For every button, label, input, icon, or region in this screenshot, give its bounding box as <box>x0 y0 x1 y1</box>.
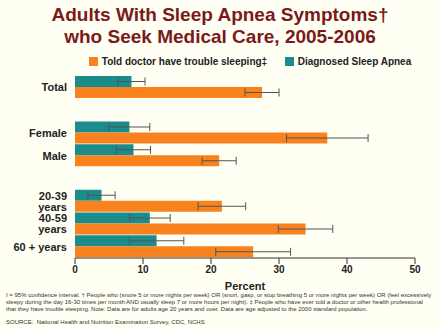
svg-text:0: 0 <box>72 264 78 275</box>
svg-text:30: 30 <box>273 264 285 275</box>
svg-text:40-59years: 40-59years <box>38 212 67 235</box>
svg-text:20-39years: 20-39years <box>38 190 67 213</box>
html-text:Diagnosed Sleep Apnea: Diagnosed Sleep Apnea <box>297 56 412 67</box>
svg-text:60 + years: 60 + years <box>13 241 67 253</box>
html-text:Told doctor have trouble sleep: Told doctor have trouble sleeping‡ <box>101 56 268 67</box>
html-text:SOURCE: National Health and Nu: SOURCE: National Health and Nutrition Ex… <box>6 319 205 325</box>
html-text:Adults With Sleep Apnea Sympto: Adults With Sleep Apnea Symptoms† who Se… <box>51 4 389 47</box>
svg-text:50: 50 <box>409 264 421 275</box>
html-text:I = 95% confidence interval. †: I = 95% confidence interval. † People wh… <box>6 292 432 312</box>
svg-text:Percent: Percent <box>225 280 266 290</box>
svg-text:Female: Female <box>29 127 67 139</box>
svg-text:Male: Male <box>43 150 67 162</box>
svg-text:10: 10 <box>137 264 149 275</box>
svg-text:40: 40 <box>341 264 353 275</box>
svg-text:Total: Total <box>42 81 67 93</box>
svg-text:20: 20 <box>205 264 217 275</box>
